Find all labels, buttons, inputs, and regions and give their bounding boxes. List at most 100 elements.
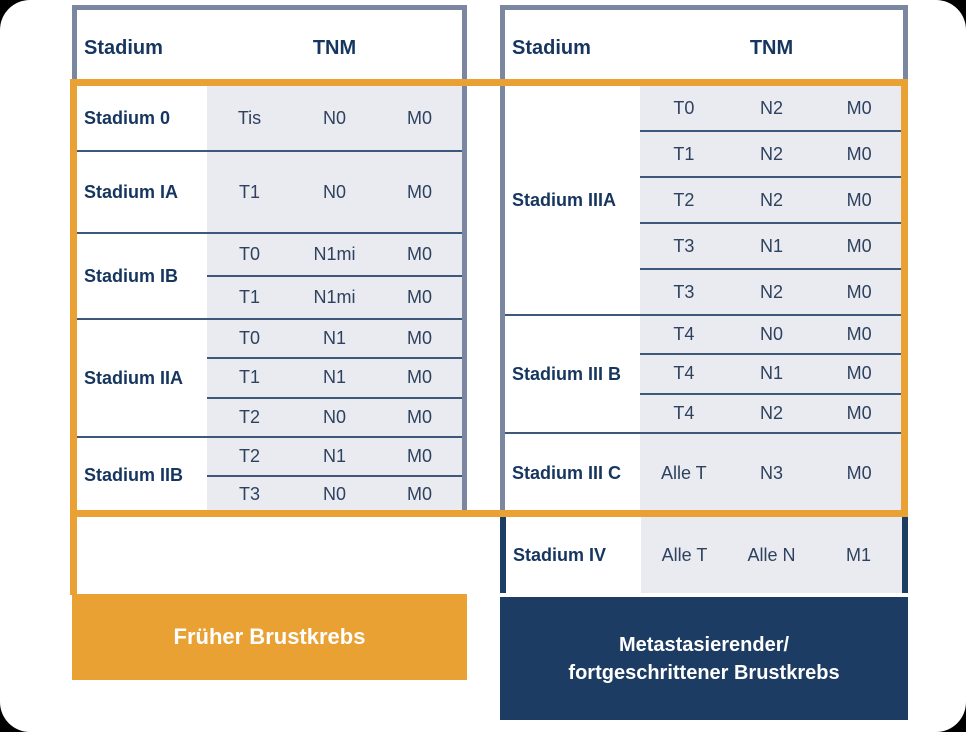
tnm-cell: T1 bbox=[238, 181, 260, 202]
tnm-row: T2 N1 M0 bbox=[207, 438, 462, 475]
stage-label: Stadium IIB bbox=[77, 438, 207, 513]
tnm-cell: M0 bbox=[406, 445, 432, 466]
tnm-cell: T4 bbox=[673, 363, 695, 384]
early-stage-highlight-frame-extension bbox=[70, 513, 77, 595]
tnm-cell: M0 bbox=[846, 97, 872, 118]
tnm-cell: N2 bbox=[760, 189, 784, 210]
tnm-cell: N2 bbox=[760, 402, 784, 423]
tnm-row: T4 N0 M0 bbox=[640, 316, 903, 353]
tnm-cell: N2 bbox=[760, 97, 784, 118]
banner-line: Metastasierender/ bbox=[618, 633, 790, 656]
tnm-cell: N3 bbox=[760, 462, 784, 483]
tnm-cell: M0 bbox=[406, 484, 432, 505]
tnm-cell: T2 bbox=[673, 189, 695, 210]
stage-label: Stadium IV bbox=[506, 517, 641, 593]
stage-label: Stadium III C bbox=[505, 434, 640, 512]
tnm-cell: M0 bbox=[846, 235, 872, 256]
tnm-row: T4 N2 M0 bbox=[640, 392, 903, 432]
tnm-cell: T3 bbox=[673, 235, 695, 256]
tnm-cell: M0 bbox=[846, 324, 872, 345]
tnm-rows: T0 N2 M0 T1 N2 M0 T2 N2 M0 T3 N1 M0 T3 N2 M0 bbox=[640, 86, 903, 314]
tnm-cell: N1 bbox=[760, 235, 784, 256]
tnm-row: T1 N1mi M0 bbox=[207, 275, 462, 318]
tnm-cell: M0 bbox=[406, 406, 432, 427]
tnm-cell: N1 bbox=[322, 328, 346, 349]
tnm-rows: Tis N0 M0 bbox=[207, 86, 462, 150]
tnm-row: T3 N1 M0 bbox=[640, 222, 903, 268]
tnm-cell: M0 bbox=[846, 143, 872, 164]
stage-label: Stadium IA bbox=[77, 152, 207, 232]
tnm-cell: T4 bbox=[673, 324, 695, 345]
column-header-tnm: TNM bbox=[749, 36, 794, 59]
tnm-rows: T0 N1mi M0 T1 N1mi M0 bbox=[207, 234, 462, 318]
tnm-cell: N0 bbox=[322, 181, 346, 202]
banner-line: fortgeschrittener Brustkrebs bbox=[568, 661, 840, 684]
tnm-row: T4 N1 M0 bbox=[640, 353, 903, 392]
column-header-stadium: Stadium bbox=[512, 36, 591, 59]
tnm-cell: T0 bbox=[673, 97, 695, 118]
tnm-cell: T0 bbox=[238, 328, 260, 349]
tnm-cell: N2 bbox=[760, 143, 784, 164]
tnm-cell: T3 bbox=[238, 484, 260, 505]
tnm-cell: N1 bbox=[322, 445, 346, 466]
tnm-cell: N0 bbox=[322, 406, 346, 427]
tnm-cell: Alle N bbox=[747, 544, 796, 565]
tnm-cell: N0 bbox=[322, 484, 346, 505]
column-header-stadium: Stadium bbox=[84, 36, 163, 59]
early-stage-table: Stadium TNM Stadium 0 Tis N0 M0 Stadium IA T1… bbox=[72, 5, 467, 513]
tnm-cell: T1 bbox=[673, 143, 695, 164]
tnm-cell: M0 bbox=[406, 181, 432, 202]
stage-group: Stadium IIIA T0 N2 M0 T1 N2 M0 T2 N2 M0 T3 N1 M0 T3 N2… bbox=[505, 86, 903, 314]
tnm-cell: T1 bbox=[238, 287, 260, 307]
early-breast-cancer-banner: Früher Brustkrebs bbox=[72, 594, 467, 680]
tnm-rows: T4 N0 M0 T4 N1 M0 T4 N2 M0 bbox=[640, 316, 903, 432]
stage-group: Stadium IIA T0 N1 M0 T1 N1 M0 T2 N0 M0 bbox=[77, 318, 462, 436]
tnm-cell: T3 bbox=[673, 281, 695, 302]
stage-label: Stadium IIIA bbox=[505, 86, 640, 314]
tnm-row: Alle T Alle N M1 bbox=[641, 517, 902, 593]
tnm-rows: Alle T N3 M0 bbox=[640, 434, 903, 512]
advanced-stage-table: Stadium TNM Stadium IIIA T0 N2 M0 T1 N2 M0 T2 N2… bbox=[500, 5, 908, 512]
tnm-cell: T1 bbox=[238, 367, 260, 388]
column-header-tnm: TNM bbox=[312, 36, 357, 59]
tnm-cell: T0 bbox=[238, 244, 260, 264]
tnm-rows: T0 N1 M0 T1 N1 M0 T2 N0 M0 bbox=[207, 320, 462, 436]
tnm-cell: Alle T bbox=[661, 544, 708, 565]
tnm-row: T0 N2 M0 bbox=[640, 86, 903, 130]
tnm-rows: T1 N0 M0 bbox=[207, 152, 462, 232]
stage-label: Stadium III B bbox=[505, 316, 640, 432]
stage-group: Stadium IIB T2 N1 M0 T3 N0 M0 bbox=[77, 436, 462, 513]
tnm-row: T1 N1 M0 bbox=[207, 357, 462, 396]
tnm-row: Alle T N3 M0 bbox=[640, 434, 903, 512]
stage-group: Stadium IA T1 N0 M0 bbox=[77, 150, 462, 232]
tnm-row: T0 N1 M0 bbox=[207, 320, 462, 357]
tnm-row: Tis N0 M0 bbox=[207, 86, 462, 150]
tnm-cell: N0 bbox=[760, 324, 784, 345]
tnm-row: T2 N2 M0 bbox=[640, 176, 903, 222]
stage-group: Stadium III C Alle T N3 M0 bbox=[505, 432, 903, 512]
tnm-rows: T2 N1 M0 T3 N0 M0 bbox=[207, 438, 462, 513]
metastatic-breast-cancer-banner: Metastasierender/ fortgeschrittener Brus… bbox=[500, 597, 908, 720]
tnm-cell: M0 bbox=[406, 287, 432, 307]
stage-label: Stadium IB bbox=[77, 234, 207, 318]
stage-group-stadium-iv: Stadium IV Alle T Alle N M1 bbox=[500, 517, 908, 593]
early-table-header: Stadium TNM bbox=[77, 10, 462, 86]
tnm-row: T0 N1mi M0 bbox=[207, 234, 462, 275]
tnm-cell: N1 bbox=[322, 367, 346, 388]
stage-group: Stadium IB T0 N1mi M0 T1 N1mi M0 bbox=[77, 232, 462, 318]
tnm-cell: M0 bbox=[846, 402, 872, 423]
stage-label: Stadium 0 bbox=[77, 86, 207, 150]
tnm-row: T1 N0 M0 bbox=[207, 152, 462, 232]
tnm-cell: M0 bbox=[846, 462, 872, 483]
tnm-cell: M0 bbox=[846, 363, 872, 384]
tnm-cell: T4 bbox=[673, 402, 695, 423]
tnm-cell: M0 bbox=[846, 281, 872, 302]
stage-group: Stadium 0 Tis N0 M0 bbox=[77, 86, 462, 150]
tnm-cell: M0 bbox=[406, 244, 432, 264]
tnm-cell: N1mi bbox=[313, 244, 356, 264]
stage-label: Stadium IIA bbox=[77, 320, 207, 436]
tnm-cell: M0 bbox=[406, 328, 432, 349]
tnm-cell: M1 bbox=[845, 544, 871, 565]
